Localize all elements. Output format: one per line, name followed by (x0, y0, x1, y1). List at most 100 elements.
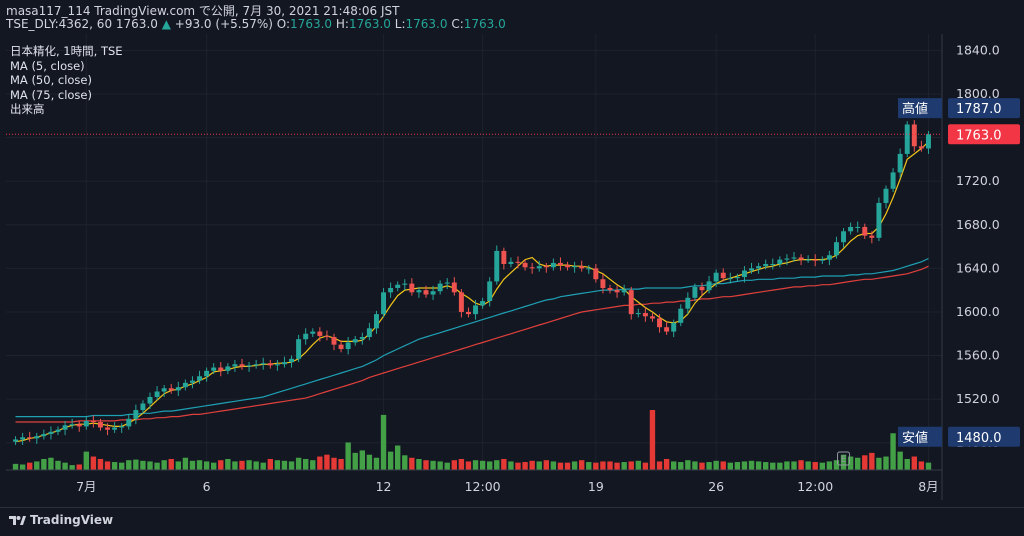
candle-body (883, 188, 889, 203)
volume-bar (48, 457, 54, 470)
candle-body (904, 124, 910, 154)
volume-bar (678, 462, 684, 470)
candle-body (458, 292, 464, 312)
candle-body (331, 337, 337, 345)
candle-body (105, 427, 111, 430)
y-tick-label: 1600.0 (956, 304, 1000, 319)
volume-bar (628, 461, 634, 470)
candle-body (791, 257, 797, 259)
volume-bar (826, 461, 833, 470)
volume-bar (458, 458, 465, 470)
candle-body (536, 266, 542, 269)
volume-bar (310, 460, 316, 470)
volume-bar (649, 410, 656, 470)
candle-body (557, 262, 563, 266)
candle-body (918, 146, 924, 149)
volume-bar (656, 461, 663, 470)
candle-body (437, 283, 443, 292)
volume-bar (12, 463, 19, 470)
low-label: L: (394, 17, 406, 31)
legend-ma5[interactable]: MA (5, close) (10, 58, 85, 73)
tradingview-brand[interactable]: TradingView (8, 513, 113, 527)
candle-body (161, 388, 167, 392)
candle-body (451, 282, 457, 293)
price-chart[interactable]: 1840.01800.01760.01720.01680.01640.01600… (0, 0, 1024, 507)
candle-body (925, 134, 931, 149)
candle-body (543, 266, 549, 268)
candle-body (862, 226, 868, 236)
volume-bar (918, 461, 925, 470)
volume-bar (97, 458, 104, 470)
candle-body (819, 259, 825, 261)
candle-body (855, 226, 861, 228)
candle-body (20, 437, 26, 440)
legend-ma50[interactable]: MA (50, close) (10, 73, 92, 87)
volume-bar (607, 461, 613, 470)
volume-bar (253, 461, 259, 470)
volume-bar (395, 445, 401, 470)
candle-body (260, 363, 266, 365)
volume-bar (472, 460, 479, 470)
volume-bar (791, 461, 797, 470)
volume-bar (211, 462, 217, 470)
candle-body (48, 431, 54, 435)
volume-bar (218, 460, 224, 470)
volume-bar (352, 452, 358, 470)
candle-body (147, 396, 153, 404)
volume-bar (267, 458, 273, 470)
last-value: 1763.0 (956, 128, 1002, 143)
candle-body (522, 262, 528, 268)
candle-body (628, 290, 634, 315)
volume-bar (465, 461, 472, 470)
volume-bar (34, 461, 40, 470)
candle-body (727, 278, 733, 280)
candle-body (741, 270, 747, 278)
candle-body (175, 387, 181, 391)
volume-bar (274, 460, 281, 470)
candle-body (749, 268, 755, 271)
high-tag (948, 98, 1020, 119)
legend-volume[interactable]: 出来高 (10, 102, 45, 116)
candle-body (649, 316, 655, 319)
volume-bar (41, 458, 47, 470)
volume-bar (260, 462, 266, 470)
volume-bar (925, 462, 932, 470)
x-tick-label: 12:00 (797, 479, 833, 494)
volume-bar (104, 461, 111, 470)
volume-bar (345, 442, 351, 470)
volume-bar (763, 462, 769, 470)
volume-bar (119, 462, 125, 470)
candle-body (876, 202, 882, 238)
volume-bar (741, 461, 748, 470)
candle-body (812, 259, 818, 261)
y-tick-label: 1680.0 (956, 217, 1000, 232)
candle-body (253, 364, 259, 366)
up-arrow-icon: ▲ (161, 17, 171, 31)
high-label: 高値 (902, 101, 928, 117)
candle-body (614, 290, 620, 293)
legend-symbol[interactable]: 日本精化, 1時間, TSE (10, 44, 123, 58)
candle-body (487, 281, 493, 302)
legend-ma75[interactable]: MA (75, close) (10, 87, 92, 102)
low-label-box (898, 426, 942, 447)
candle-body (204, 370, 210, 377)
volume-bar (840, 454, 847, 470)
candle-body (911, 124, 917, 147)
volume-bar (203, 461, 210, 470)
ma75-line (15, 265, 929, 423)
candle-body (211, 367, 217, 371)
low-tag (948, 426, 1020, 447)
volume-bar (897, 451, 903, 470)
volume-bar (579, 460, 585, 470)
volume-bar (451, 460, 457, 470)
candle-body (126, 418, 132, 427)
candle-body (274, 364, 280, 366)
candle-body (600, 279, 606, 288)
candle-body (841, 231, 847, 243)
candle-body (34, 436, 40, 439)
volume-bar (387, 451, 394, 470)
volume-bar (911, 456, 917, 470)
candle-body (480, 301, 486, 306)
candle-body (289, 358, 295, 363)
volume-bar (27, 462, 33, 470)
